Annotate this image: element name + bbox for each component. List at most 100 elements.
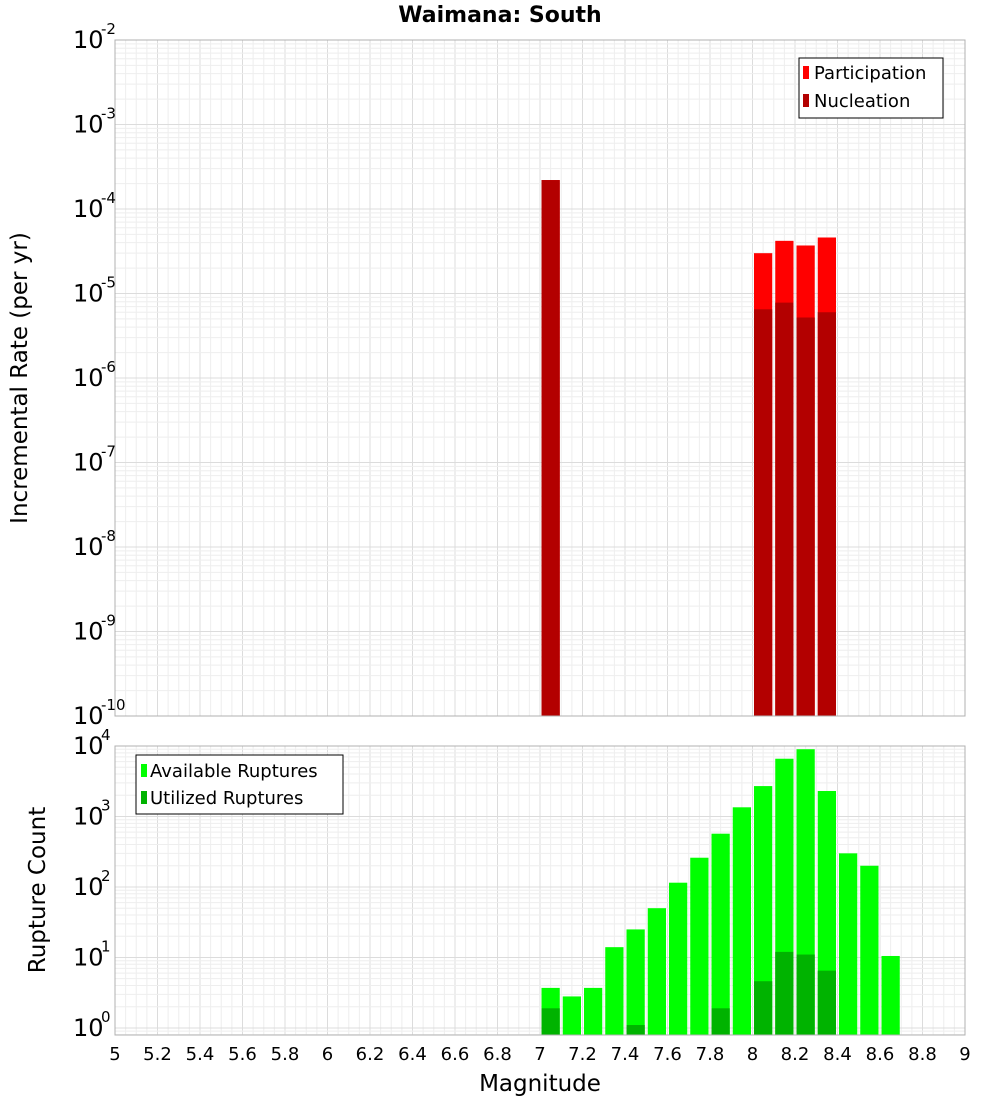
bottom-y-tick-label: 10 (73, 802, 104, 830)
top-grid (114, 40, 966, 717)
legend-swatch-available (141, 764, 147, 777)
top-y-tick-exponent: -4 (101, 189, 116, 207)
top-y-axis-label: Incremental Rate (per yr) (7, 232, 33, 524)
bottom-bar-available (669, 882, 688, 1035)
top-y-tick-exponent: -9 (101, 612, 116, 630)
bottom-y-tick-label: 10 (73, 732, 104, 760)
x-tick-label: 7.8 (696, 1044, 725, 1065)
x-tick-label: 9 (959, 1044, 970, 1065)
bottom-bar-available (881, 955, 900, 1035)
legend-label-participation: Participation (814, 63, 926, 84)
x-tick-label: 6.2 (356, 1044, 385, 1065)
top-bar-nucleation (754, 309, 773, 716)
legend-label-available: Available Ruptures (150, 761, 318, 782)
bottom-bar-available (626, 929, 645, 1035)
x-tick-label: 7.6 (653, 1044, 682, 1065)
bottom-bar-utilized (711, 1008, 730, 1035)
top-y-tick-exponent: -2 (101, 20, 116, 38)
top-y-tick-exponent: -5 (101, 274, 116, 292)
x-tick-label: 6 (322, 1044, 333, 1065)
bottom-bar-utilized (541, 1008, 560, 1035)
top-y-tick-label: 10 (73, 364, 104, 392)
top-y-tick-exponent: -10 (101, 696, 126, 714)
bottom-legend-box (135, 754, 344, 815)
bottom-y-tick-exponent: 0 (101, 1008, 111, 1026)
bottom-bar-utilized (796, 954, 815, 1035)
bottom-bar-available (690, 857, 709, 1035)
bottom-y-tick-exponent: 2 (101, 867, 111, 885)
legend-swatch-participation (803, 66, 809, 79)
top-y-tick-label: 10 (73, 280, 104, 308)
bottom-y-axis-label: Rupture Count (25, 807, 51, 973)
x-tick-label: 5.4 (186, 1044, 215, 1065)
x-tick-label: 6.6 (441, 1044, 470, 1065)
top-y-tick-label: 10 (73, 618, 104, 646)
bottom-plot-frame (114, 745, 966, 1036)
top-y-tick-label: 10 (73, 195, 104, 223)
x-tick-label: 7.4 (611, 1044, 640, 1065)
bottom-x-ticks: 5 5.2 5.4 5.6 5.8 6 6.2 6.4 6.6 6.8 7 7.2 7.4 7.6 7.8 8… (109, 1044, 970, 1065)
x-tick-label: 8.2 (781, 1044, 810, 1065)
top-bars (541, 180, 836, 717)
x-tick-label: 5.6 (228, 1044, 257, 1065)
top-legend: Participation Nucleation (798, 57, 944, 119)
x-tick-label: 5.8 (271, 1044, 300, 1065)
bottom-bars (541, 749, 900, 1035)
x-tick-label: 6.8 (483, 1044, 512, 1065)
bottom-bar-available (584, 987, 603, 1035)
top-y-tick-label: 10 (73, 702, 104, 730)
bottom-bar-available (562, 996, 581, 1035)
bottom-bar-available (647, 908, 666, 1035)
top-plot-frame (114, 39, 966, 717)
x-tick-label: 7 (534, 1044, 545, 1065)
x-tick-label: 5.2 (143, 1044, 172, 1065)
bottom-bar-available (839, 853, 858, 1035)
bottom-bar-available (711, 833, 730, 1035)
top-y-tick-exponent: -6 (101, 358, 116, 376)
x-tick-label: 5 (109, 1044, 120, 1065)
x-tick-label: 8.8 (908, 1044, 937, 1065)
x-tick-label: 7.2 (568, 1044, 597, 1065)
bottom-y-tick-label: 10 (73, 943, 104, 971)
top-bar-nucleation (775, 302, 794, 716)
x-tick-label: 6.4 (398, 1044, 427, 1065)
bottom-y-tick-label: 10 (73, 1014, 104, 1042)
legend-swatch-utilized (141, 791, 147, 804)
x-tick-label: 8 (747, 1044, 758, 1065)
bottom-legend: Available Ruptures Utilized Ruptures (135, 754, 344, 815)
top-y-tick-exponent: -3 (101, 105, 116, 123)
bottom-y-tick-exponent: 3 (101, 796, 111, 814)
bottom-bar-available (754, 786, 773, 1035)
x-axis-label: Magnitude (479, 1071, 601, 1097)
top-bar-nucleation (796, 317, 815, 716)
bottom-bar-available (860, 865, 879, 1035)
top-y-tick-label: 10 (73, 26, 104, 54)
top-y-tick-exponent: -8 (101, 527, 116, 545)
legend-label-nucleation: Nucleation (814, 91, 910, 112)
top-y-tick-label: 10 (73, 533, 104, 561)
top-legend-box (798, 57, 944, 119)
bottom-bar-utilized (775, 951, 794, 1035)
top-y-tick-exponent: -7 (101, 443, 116, 461)
bottom-bar-utilized (817, 970, 836, 1035)
bottom-bar-available (605, 947, 624, 1035)
top-bar-nucleation (817, 312, 836, 716)
top-bar-nucleation (541, 180, 560, 716)
bottom-y-tick-exponent: 4 (101, 726, 111, 744)
top-y-tick-label: 10 (73, 111, 104, 139)
legend-swatch-nucleation (803, 94, 809, 107)
bottom-bar-available (732, 807, 751, 1035)
top-y-tick-label: 10 (73, 449, 104, 477)
bottom-y-tick-exponent: 1 (101, 937, 111, 955)
legend-label-utilized: Utilized Ruptures (150, 788, 303, 809)
chart-title: Waimana: South (398, 3, 601, 28)
x-tick-label: 8.6 (866, 1044, 895, 1065)
bottom-y-tick-label: 10 (73, 873, 104, 901)
bottom-bar-utilized (754, 981, 773, 1035)
bottom-bar-utilized (626, 1025, 645, 1035)
